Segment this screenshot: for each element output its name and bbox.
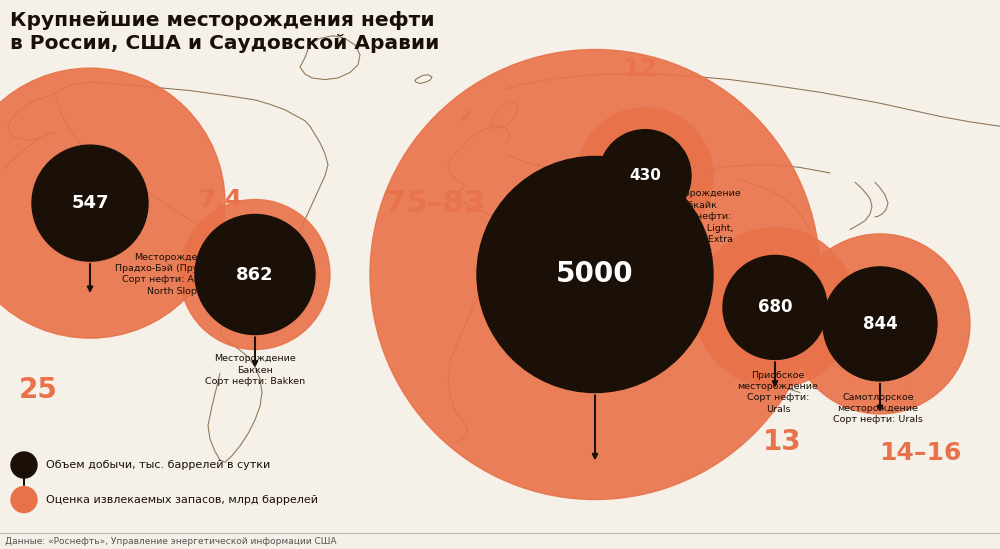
Text: Оценка извлекаемых запасов, млрд баррелей: Оценка извлекаемых запасов, млрд барреле… [46, 495, 318, 505]
Text: 5000: 5000 [556, 260, 634, 289]
Text: Данные: «Роснефть», Управление энергетической информации США: Данные: «Роснефть», Управление энергетич… [5, 537, 336, 546]
Ellipse shape [180, 199, 330, 350]
Text: Самотлорское
месторождение
Сорт нефти: Urals: Самотлорское месторождение Сорт нефти: U… [833, 393, 923, 424]
Text: 75–83: 75–83 [385, 189, 485, 217]
Text: 844: 844 [863, 315, 897, 333]
Text: 7,4: 7,4 [198, 188, 242, 212]
Text: Месторождение
Прадхо-Бэй (Прудо-Бэй)
Сорт нефти: Alaskian
North Slope: Месторождение Прадхо-Бэй (Прудо-Бэй) Сор… [115, 253, 235, 296]
Ellipse shape [0, 68, 225, 338]
Text: 862: 862 [236, 266, 274, 283]
Text: Месторождение
Баккен
Сорт нефти: Bakken: Месторождение Баккен Сорт нефти: Bakken [205, 354, 305, 386]
Ellipse shape [723, 255, 827, 360]
Text: 13: 13 [763, 428, 801, 456]
Text: 12: 12 [623, 57, 657, 81]
Text: 680: 680 [758, 299, 792, 316]
Ellipse shape [370, 49, 820, 500]
Text: 14–16: 14–16 [879, 441, 961, 465]
Text: Месторождение
Абкайк
Сорт нефти:
Arabian Light,
Arabian Extra
Light: Месторождение Абкайк Сорт нефти: Arabian… [659, 189, 741, 256]
Ellipse shape [695, 227, 855, 388]
Ellipse shape [477, 156, 713, 393]
Ellipse shape [599, 130, 691, 222]
Ellipse shape [195, 215, 315, 334]
Ellipse shape [11, 452, 37, 478]
Text: 547: 547 [71, 194, 109, 212]
Text: Крупнейшие месторождения нефти
в России, США и Саудовской Аравии: Крупнейшие месторождения нефти в России,… [10, 11, 439, 53]
Ellipse shape [577, 108, 713, 244]
Text: Приобское
месторождение
Сорт нефти:
Urals: Приобское месторождение Сорт нефти: Ural… [738, 371, 818, 414]
Text: Месторождение
Гавар
Сорт нефти:
Arabian Light: Месторождение Гавар Сорт нефти: Arabian … [554, 291, 636, 334]
Ellipse shape [823, 267, 937, 381]
Ellipse shape [11, 486, 37, 513]
Text: 25: 25 [19, 376, 57, 404]
Ellipse shape [32, 145, 148, 261]
Text: 430: 430 [629, 168, 661, 183]
Text: Объем добычи, тыс. баррелей в сутки: Объем добычи, тыс. баррелей в сутки [46, 460, 270, 470]
Ellipse shape [790, 234, 970, 414]
